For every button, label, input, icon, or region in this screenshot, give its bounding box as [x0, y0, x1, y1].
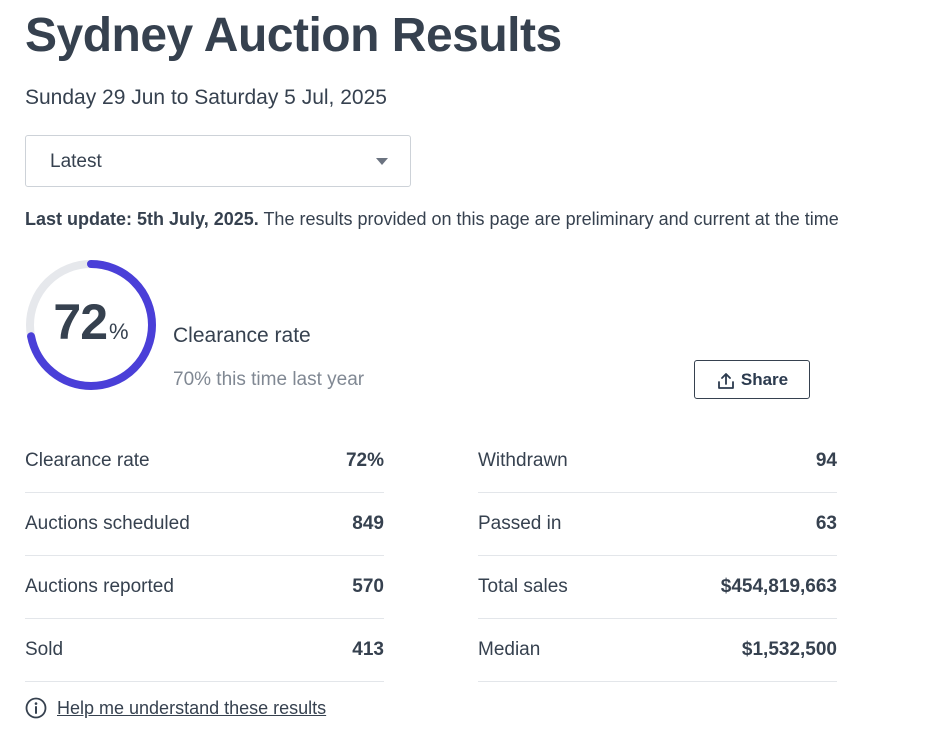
last-update-note: The results provided on this page are pr…	[263, 209, 839, 229]
stats-column-left: Clearance rate 72% Auctions scheduled 84…	[25, 430, 384, 682]
stat-label: Median	[478, 639, 541, 660]
stat-value: 63	[815, 513, 837, 534]
stat-value: 570	[352, 576, 384, 597]
stat-value: 72%	[345, 450, 384, 471]
period-select-value: Latest	[50, 151, 102, 172]
info-circle-icon	[25, 697, 47, 719]
stat-label: Clearance rate	[25, 450, 150, 471]
stat-label: Auctions scheduled	[25, 513, 190, 534]
stat-label: Withdrawn	[478, 450, 568, 471]
clearance-gauge	[26, 260, 156, 390]
help-link[interactable]: Help me understand these results	[25, 697, 326, 719]
date-range: Sunday 29 Jun to Saturday 5 Jul, 2025	[25, 86, 387, 109]
clearance-rate-number: 72%	[24, 293, 158, 351]
stat-row: Auctions reported 570	[25, 556, 384, 619]
share-label: Share	[740, 369, 789, 389]
period-select[interactable]: Latest	[25, 135, 411, 187]
stat-value: 94	[815, 450, 837, 471]
stat-label: Auctions reported	[25, 576, 174, 597]
help-link-label[interactable]: Help me understand these results	[57, 697, 327, 718]
stat-label: Sold	[25, 639, 64, 660]
stat-row: Clearance rate 72%	[25, 430, 384, 493]
clearance-rate-comparison: 70% this time last year	[173, 369, 365, 390]
stats-column-right: Withdrawn 94 Passed in 63 Total sales $4…	[478, 430, 837, 682]
clearance-rate-unit: %	[109, 319, 129, 344]
stat-label: Total sales	[478, 576, 568, 597]
stat-row: Median $1,532,500	[478, 619, 837, 682]
stat-value: 413	[352, 639, 384, 660]
clearance-rate-value: 72	[53, 294, 108, 350]
page-title: Sydney Auction Results	[25, 9, 562, 62]
stat-value: $454,819,663	[720, 576, 837, 597]
stat-value: 849	[352, 513, 384, 534]
stat-row: Withdrawn 94	[478, 430, 837, 493]
stat-label: Passed in	[478, 513, 562, 534]
last-update-notice: Last update: 5th July, 2025. The results…	[25, 209, 943, 230]
gauge-progress	[26, 260, 156, 390]
stat-value: $1,532,500	[741, 639, 837, 660]
stat-row: Auctions scheduled 849	[25, 493, 384, 556]
clearance-rate-label: Clearance rate	[173, 324, 311, 347]
chevron-down-icon	[376, 158, 388, 165]
last-update-label: Last update: 5th July, 2025.	[25, 209, 259, 229]
upload-share-icon	[717, 372, 734, 389]
stat-row: Sold 413	[25, 619, 384, 682]
share-button[interactable]: Share	[694, 360, 810, 399]
stat-row: Passed in 63	[478, 493, 837, 556]
stat-row: Total sales $454,819,663	[478, 556, 837, 619]
